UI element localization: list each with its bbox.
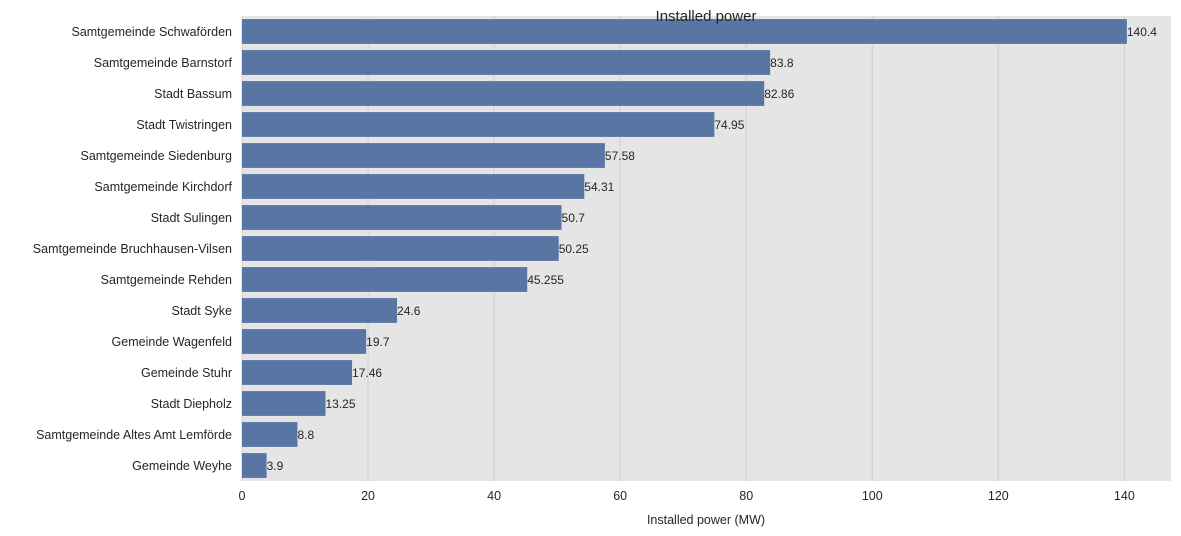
x-tick-label: 80 bbox=[739, 489, 753, 503]
bar bbox=[242, 360, 353, 385]
value-label: 140.4 bbox=[1127, 25, 1157, 39]
bar bbox=[242, 112, 715, 137]
x-tick-label: 120 bbox=[988, 489, 1009, 503]
category-label: Stadt Sulingen bbox=[151, 211, 232, 225]
bar bbox=[242, 391, 326, 416]
x-tick-label: 140 bbox=[1114, 489, 1135, 503]
value-label: 57.58 bbox=[605, 149, 635, 163]
x-axis-ticks: 0 20 40 60 80 100 120 140 bbox=[239, 489, 1135, 503]
category-label: Samtgemeinde Rehden bbox=[101, 273, 232, 287]
bar bbox=[242, 205, 562, 230]
category-label: Samtgemeinde Altes Amt Lemförde bbox=[36, 428, 232, 442]
value-label: 13.25 bbox=[326, 397, 356, 411]
bar bbox=[242, 329, 367, 354]
x-tick-label: 60 bbox=[613, 489, 627, 503]
x-tick-label: 40 bbox=[487, 489, 501, 503]
chart-title: Installed power bbox=[656, 8, 757, 25]
value-labels: 140.4 83.8 82.86 74.95 57.58 54.31 50.7 50.25 45… bbox=[267, 25, 1158, 473]
bar bbox=[242, 19, 1127, 44]
value-label: 83.8 bbox=[770, 56, 794, 70]
x-tick-label: 20 bbox=[361, 489, 375, 503]
category-label: Stadt Diepholz bbox=[151, 397, 232, 411]
category-label: Samtgemeinde Schwaförden bbox=[71, 25, 232, 39]
bar bbox=[242, 453, 267, 478]
category-label: Samtgemeinde Kirchdorf bbox=[94, 180, 232, 194]
value-label: 24.6 bbox=[397, 304, 421, 318]
x-tick-label: 100 bbox=[862, 489, 883, 503]
bar bbox=[242, 143, 605, 168]
value-label: 50.25 bbox=[559, 242, 589, 256]
value-label: 45.255 bbox=[527, 273, 564, 287]
bars bbox=[242, 19, 1127, 478]
category-label: Gemeinde Stuhr bbox=[141, 366, 232, 380]
category-label: Gemeinde Weyhe bbox=[132, 459, 232, 473]
value-label: 19.7 bbox=[366, 335, 390, 349]
category-label: Samtgemeinde Siedenburg bbox=[81, 149, 233, 163]
bar bbox=[242, 50, 771, 75]
category-label: Gemeinde Wagenfeld bbox=[112, 335, 232, 349]
bar bbox=[242, 267, 528, 292]
category-label: Stadt Bassum bbox=[154, 87, 232, 101]
category-labels: Samtgemeinde Schwaförden Samtgemeinde Bar… bbox=[33, 25, 233, 473]
bar bbox=[242, 236, 559, 261]
bar bbox=[242, 81, 765, 106]
bar bbox=[242, 174, 585, 199]
value-label: 74.95 bbox=[714, 118, 744, 132]
x-axis-label: Installed power (MW) bbox=[647, 513, 765, 527]
category-label: Stadt Twistringen bbox=[136, 118, 232, 132]
value-label: 54.31 bbox=[584, 180, 614, 194]
category-label: Samtgemeinde Barnstorf bbox=[94, 56, 233, 70]
value-label: 17.46 bbox=[352, 366, 382, 380]
value-label: 82.86 bbox=[764, 87, 794, 101]
value-label: 50.7 bbox=[562, 211, 586, 225]
category-label: Stadt Syke bbox=[172, 304, 232, 318]
x-tick-label: 0 bbox=[239, 489, 246, 503]
value-label: 8.8 bbox=[297, 428, 314, 442]
value-label: 3.9 bbox=[267, 459, 284, 473]
bar bbox=[242, 298, 398, 323]
category-label: Samtgemeinde Bruchhausen-Vilsen bbox=[33, 242, 232, 256]
bar bbox=[242, 422, 298, 447]
